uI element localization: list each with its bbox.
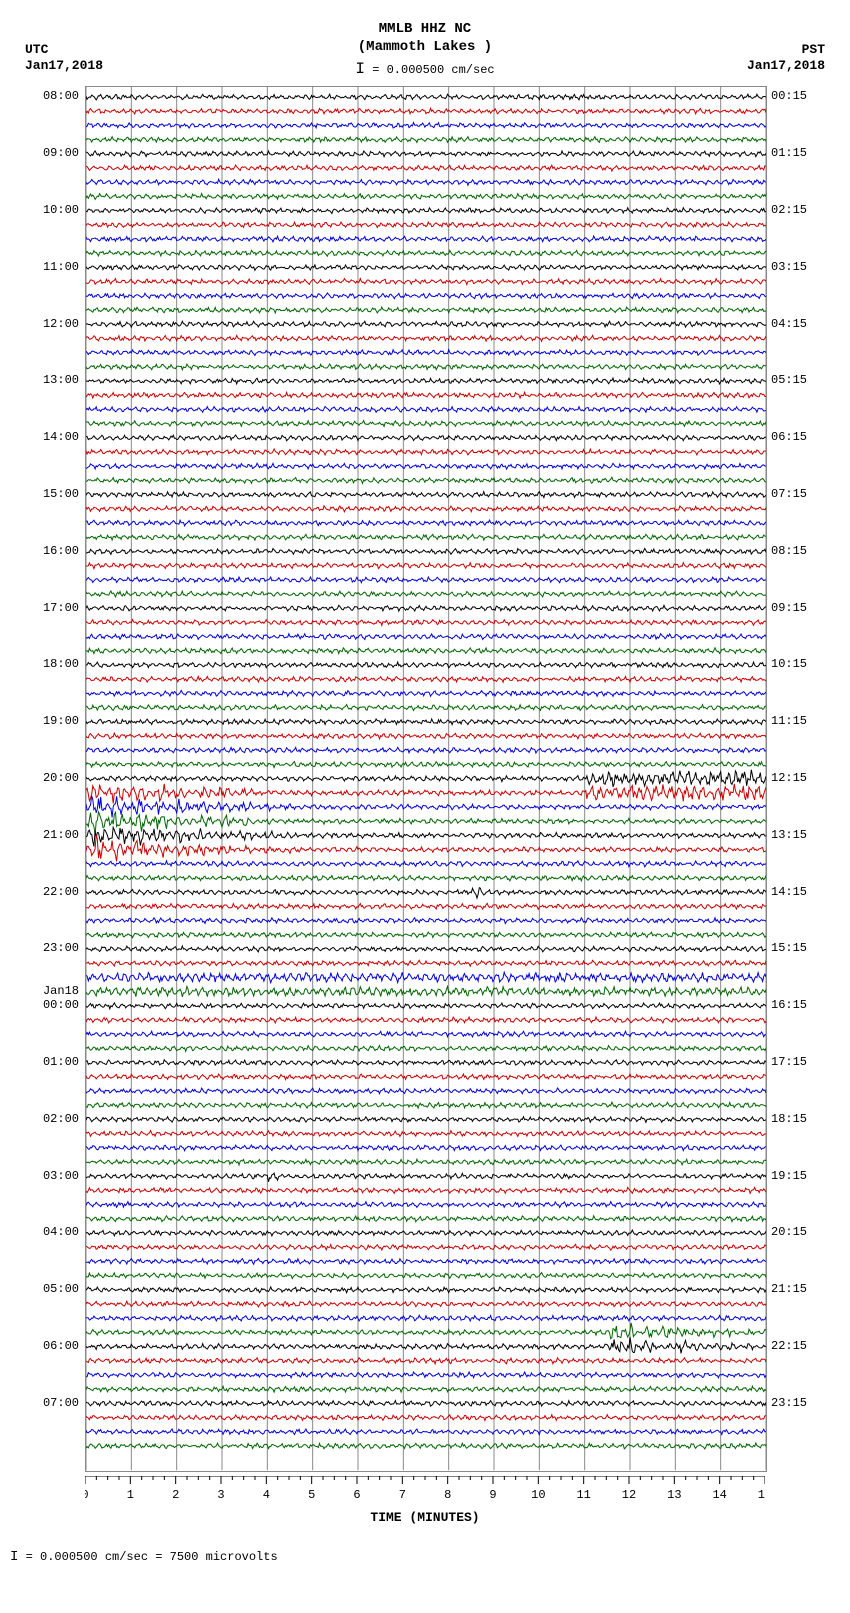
svg-text:6: 6: [353, 1488, 360, 1502]
time-label: 05:15: [771, 373, 807, 387]
time-label: 23:15: [771, 1396, 807, 1410]
time-label: 11:00: [43, 260, 79, 274]
svg-text:3: 3: [217, 1488, 224, 1502]
x-axis: 0123456789101112131415: [85, 1476, 765, 1506]
svg-text:4: 4: [263, 1488, 270, 1502]
time-label: 20:00: [43, 771, 79, 785]
time-label: 10:00: [43, 203, 79, 217]
svg-text:15: 15: [758, 1488, 765, 1502]
svg-text:9: 9: [489, 1488, 496, 1502]
time-label: 12:15: [771, 771, 807, 785]
time-label: 04:00: [43, 1225, 79, 1239]
time-label: 18:15: [771, 1112, 807, 1126]
time-label: 00:00: [43, 998, 79, 1012]
time-label: 03:00: [43, 1169, 79, 1183]
time-label: 04:15: [771, 317, 807, 331]
time-label: 23:00: [43, 941, 79, 955]
time-label: 15:00: [43, 487, 79, 501]
time-label: 22:00: [43, 885, 79, 899]
svg-text:11: 11: [576, 1488, 590, 1502]
time-label: 21:15: [771, 1282, 807, 1296]
time-label: 19:15: [771, 1169, 807, 1183]
time-label: 12:00: [43, 317, 79, 331]
svg-text:5: 5: [308, 1488, 315, 1502]
x-axis-label: TIME (MINUTES): [85, 1510, 765, 1525]
time-label: 10:15: [771, 657, 807, 671]
time-label: 01:00: [43, 1055, 79, 1069]
time-label: 02:15: [771, 203, 807, 217]
time-label: 13:15: [771, 828, 807, 842]
time-label: 15:15: [771, 941, 807, 955]
footer-note: I = 0.000500 cm/sec = 7500 microvolts: [10, 1549, 840, 1565]
time-label: 07:15: [771, 487, 807, 501]
time-label: 07:00: [43, 1396, 79, 1410]
svg-text:7: 7: [399, 1488, 406, 1502]
seismogram-plot: [85, 86, 767, 1471]
time-label: 17:15: [771, 1055, 807, 1069]
station-code: MMLB HHZ NC: [10, 20, 840, 38]
station-location: (Mammoth Lakes ): [10, 38, 840, 56]
time-label: 22:15: [771, 1339, 807, 1353]
time-label: 02:00: [43, 1112, 79, 1126]
svg-text:2: 2: [172, 1488, 179, 1502]
tz-right-block: PST Jan17,2018: [747, 42, 825, 73]
time-label: 06:15: [771, 430, 807, 444]
time-label: 19:00: [43, 714, 79, 728]
time-label: 08:00: [43, 89, 79, 103]
time-label: 00:15: [771, 89, 807, 103]
time-label: 01:15: [771, 146, 807, 160]
svg-text:10: 10: [531, 1488, 545, 1502]
time-label: Jan18: [43, 984, 79, 998]
time-label: 17:00: [43, 601, 79, 615]
time-label: 11:15: [771, 714, 807, 728]
time-label: 20:15: [771, 1225, 807, 1239]
time-label: 06:00: [43, 1339, 79, 1353]
time-label: 21:00: [43, 828, 79, 842]
scale-note: I = 0.000500 cm/sec: [10, 60, 840, 78]
time-label: 09:00: [43, 146, 79, 160]
time-label: 18:00: [43, 657, 79, 671]
svg-text:1: 1: [127, 1488, 134, 1502]
svg-text:0: 0: [85, 1488, 89, 1502]
svg-text:8: 8: [444, 1488, 451, 1502]
time-label: 16:15: [771, 998, 807, 1012]
time-label: 09:15: [771, 601, 807, 615]
svg-text:13: 13: [667, 1488, 681, 1502]
svg-text:14: 14: [712, 1488, 726, 1502]
time-label: 13:00: [43, 373, 79, 387]
time-label: 14:00: [43, 430, 79, 444]
time-label: 08:15: [771, 544, 807, 558]
time-label: 14:15: [771, 885, 807, 899]
time-label: 03:15: [771, 260, 807, 274]
time-label: 16:00: [43, 544, 79, 558]
tz-left-block: UTC Jan17,2018: [25, 42, 103, 73]
time-label: 05:00: [43, 1282, 79, 1296]
svg-text:12: 12: [622, 1488, 636, 1502]
